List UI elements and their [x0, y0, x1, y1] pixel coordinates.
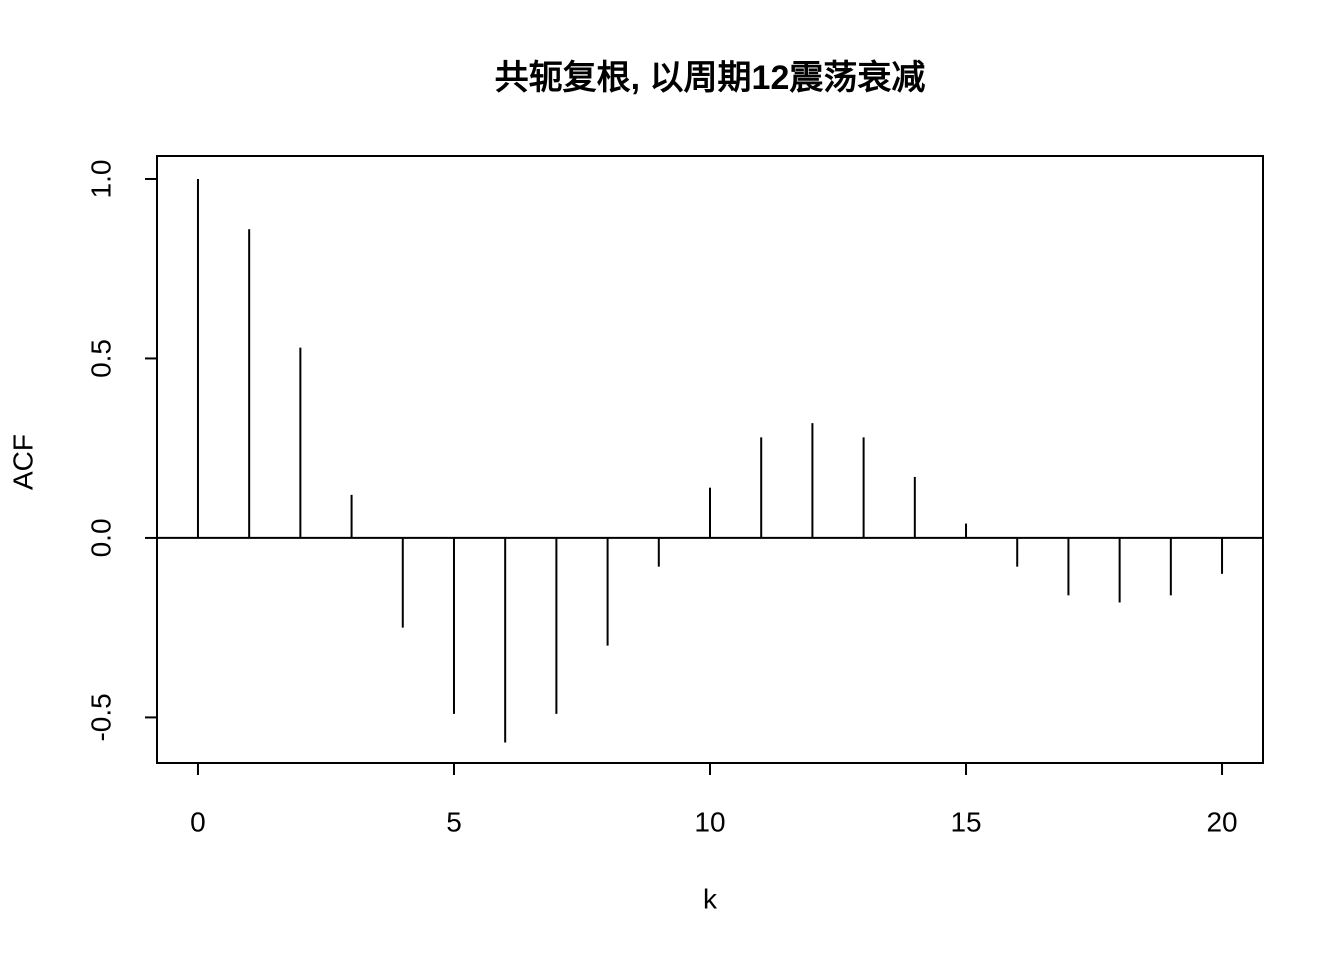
- y-tick-label: -0.5: [85, 693, 116, 741]
- x-axis-label: k: [703, 883, 718, 914]
- y-axis-label: ACF: [7, 434, 38, 490]
- y-tick-label: 1.0: [85, 160, 116, 199]
- y-tick-label: 0.5: [85, 339, 116, 378]
- y-tick-label: 0.0: [85, 518, 116, 557]
- x-tick-label: 10: [694, 806, 725, 837]
- x-tick-label: 15: [950, 806, 981, 837]
- x-tick-label: 20: [1206, 806, 1237, 837]
- x-tick-label: 0: [190, 806, 206, 837]
- x-tick-label: 5: [446, 806, 462, 837]
- plot-frame: [156, 155, 1264, 764]
- chart-title: 共轭复根, 以周期12震荡衰减: [495, 59, 926, 97]
